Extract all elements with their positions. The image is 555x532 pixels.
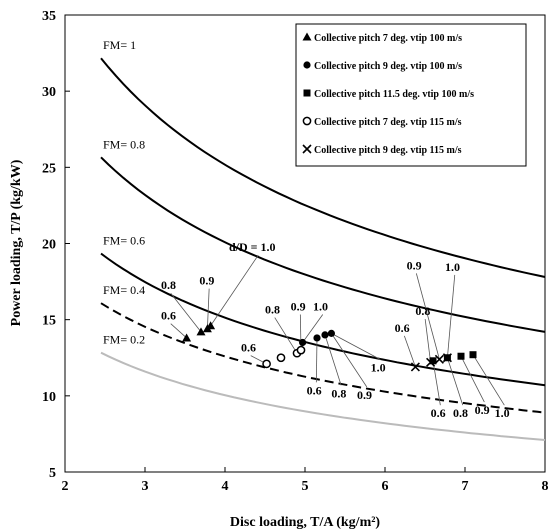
annotation-leader	[331, 333, 381, 360]
legend-marker	[303, 61, 311, 69]
annotation-label: 0.8	[331, 386, 346, 400]
fm-curve	[100, 156, 546, 333]
data-point	[299, 338, 307, 347]
data-point	[442, 353, 452, 363]
annotation-label: 0.6	[241, 341, 256, 355]
data-point	[434, 354, 444, 364]
x-tick-label: 2	[62, 479, 69, 494]
legend-box	[295, 23, 527, 167]
annotation-leader	[302, 314, 324, 343]
x-tick-label: 6	[382, 479, 389, 494]
y-axis-label: Power loading, T/P (kg/kW)	[9, 159, 24, 326]
data-point	[321, 331, 329, 339]
x-tick-label: 7	[462, 479, 469, 494]
y-tick-label: 5	[49, 466, 56, 481]
annotation-leader	[432, 360, 441, 406]
annotation-label: 0.6	[395, 321, 410, 335]
data-point	[469, 351, 477, 359]
annotation-label: 0.9	[199, 274, 214, 288]
annotation-leader	[424, 319, 431, 363]
annotation-leader	[415, 273, 440, 360]
annotation-label: 0.8	[415, 304, 430, 318]
fm-curve-label: FM= 0.6	[103, 234, 145, 248]
legend-label: Collective pitch 9 deg. vtip 115 m/s	[314, 145, 462, 156]
y-tick-label: 35	[42, 9, 56, 24]
y-tick-label: 30	[42, 85, 56, 100]
annotation-leader	[170, 292, 202, 333]
annotation-leader	[331, 333, 368, 388]
annotation-leader	[210, 254, 259, 326]
legend-marker	[302, 32, 312, 41]
x-tick-label: 8	[542, 479, 549, 494]
legend-label: Collective pitch 9 deg. vtip 100 m/s	[314, 61, 462, 72]
y-tick-label: 10	[42, 390, 56, 405]
fm-curve	[100, 302, 546, 414]
legend-marker	[303, 89, 311, 97]
annotation-leader	[447, 274, 456, 358]
data-point	[313, 334, 321, 342]
annotation-leader	[403, 335, 416, 368]
annotation-label: 0.9	[407, 258, 422, 272]
data-point	[327, 329, 335, 337]
annotation-leader	[274, 317, 298, 354]
annotation-leader	[170, 323, 187, 339]
legend: Collective pitch 7 deg. vtip 100 m/s Coll…	[295, 23, 527, 167]
data-point	[206, 321, 216, 330]
annotation-leader	[324, 334, 342, 386]
data-point	[426, 357, 436, 367]
annotation-leader	[207, 288, 210, 329]
x-tick-label: 4	[222, 479, 229, 494]
data-point	[262, 359, 271, 369]
annotation-label: 0.9	[291, 300, 306, 314]
legend-marker	[302, 144, 312, 154]
annotation-label: 0.9	[357, 388, 372, 402]
data-point	[296, 345, 306, 355]
annotation-leader	[472, 354, 505, 406]
legend-marker	[302, 116, 312, 126]
fm-curve-label: FM= 0.8	[103, 137, 145, 151]
y-tick-label: 20	[42, 238, 56, 253]
annotation-label: 0.8	[453, 406, 468, 420]
annotation-label: 0.8	[161, 278, 176, 292]
legend-label: Collective pitch 11.5 deg. vtip 100 m/s	[314, 89, 474, 100]
annotation-label: 1.0	[371, 360, 386, 374]
annotation-label: d/D = 1.0	[229, 240, 276, 254]
data-point	[457, 352, 465, 360]
annotation-leader	[460, 356, 485, 403]
fm-curve-label: FM= 0.2	[103, 333, 145, 347]
x-axis-label: Disc loading, T/A (kg/m²)	[230, 515, 381, 530]
annotation-label: 1.0	[313, 300, 328, 314]
y-tick-label: 15	[42, 314, 56, 329]
annotation-label: 0.9	[475, 403, 490, 417]
fm-curve-label: FM= 0.4	[103, 283, 145, 297]
fm-curve	[100, 252, 546, 387]
legend-label: Collective pitch 7 deg. vtip 100 m/s	[314, 33, 462, 44]
data-point	[196, 327, 206, 336]
annotation-leader	[447, 357, 464, 406]
data-point	[410, 362, 420, 372]
legend-label: Collective pitch 7 deg. vtip 115 m/s	[314, 117, 462, 128]
annotation-label: 0.8	[265, 303, 280, 317]
fm-curve	[100, 351, 546, 441]
fm-curve	[100, 57, 546, 278]
data-point	[276, 353, 286, 363]
annotation-label: 1.0	[495, 406, 510, 420]
annotation-label: 1.0	[445, 260, 460, 274]
annotation-label: 0.6	[431, 406, 446, 420]
annotation-label: 0.6	[161, 309, 176, 323]
data-point	[182, 333, 192, 342]
y-tick-label: 25	[42, 161, 56, 176]
annotation-label: 0.6	[307, 383, 322, 397]
fm-curve-label: FM= 1	[103, 38, 136, 52]
x-tick-label: 5	[302, 479, 309, 494]
annotation-leader	[315, 337, 318, 383]
x-tick-label: 3	[142, 479, 149, 494]
